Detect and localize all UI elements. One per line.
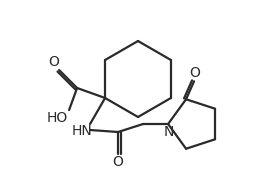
Text: O: O xyxy=(190,66,200,80)
Text: O: O xyxy=(49,55,60,69)
Text: HO: HO xyxy=(47,111,68,125)
Text: O: O xyxy=(113,155,124,169)
Text: HN: HN xyxy=(72,124,93,138)
Text: N: N xyxy=(164,125,174,139)
